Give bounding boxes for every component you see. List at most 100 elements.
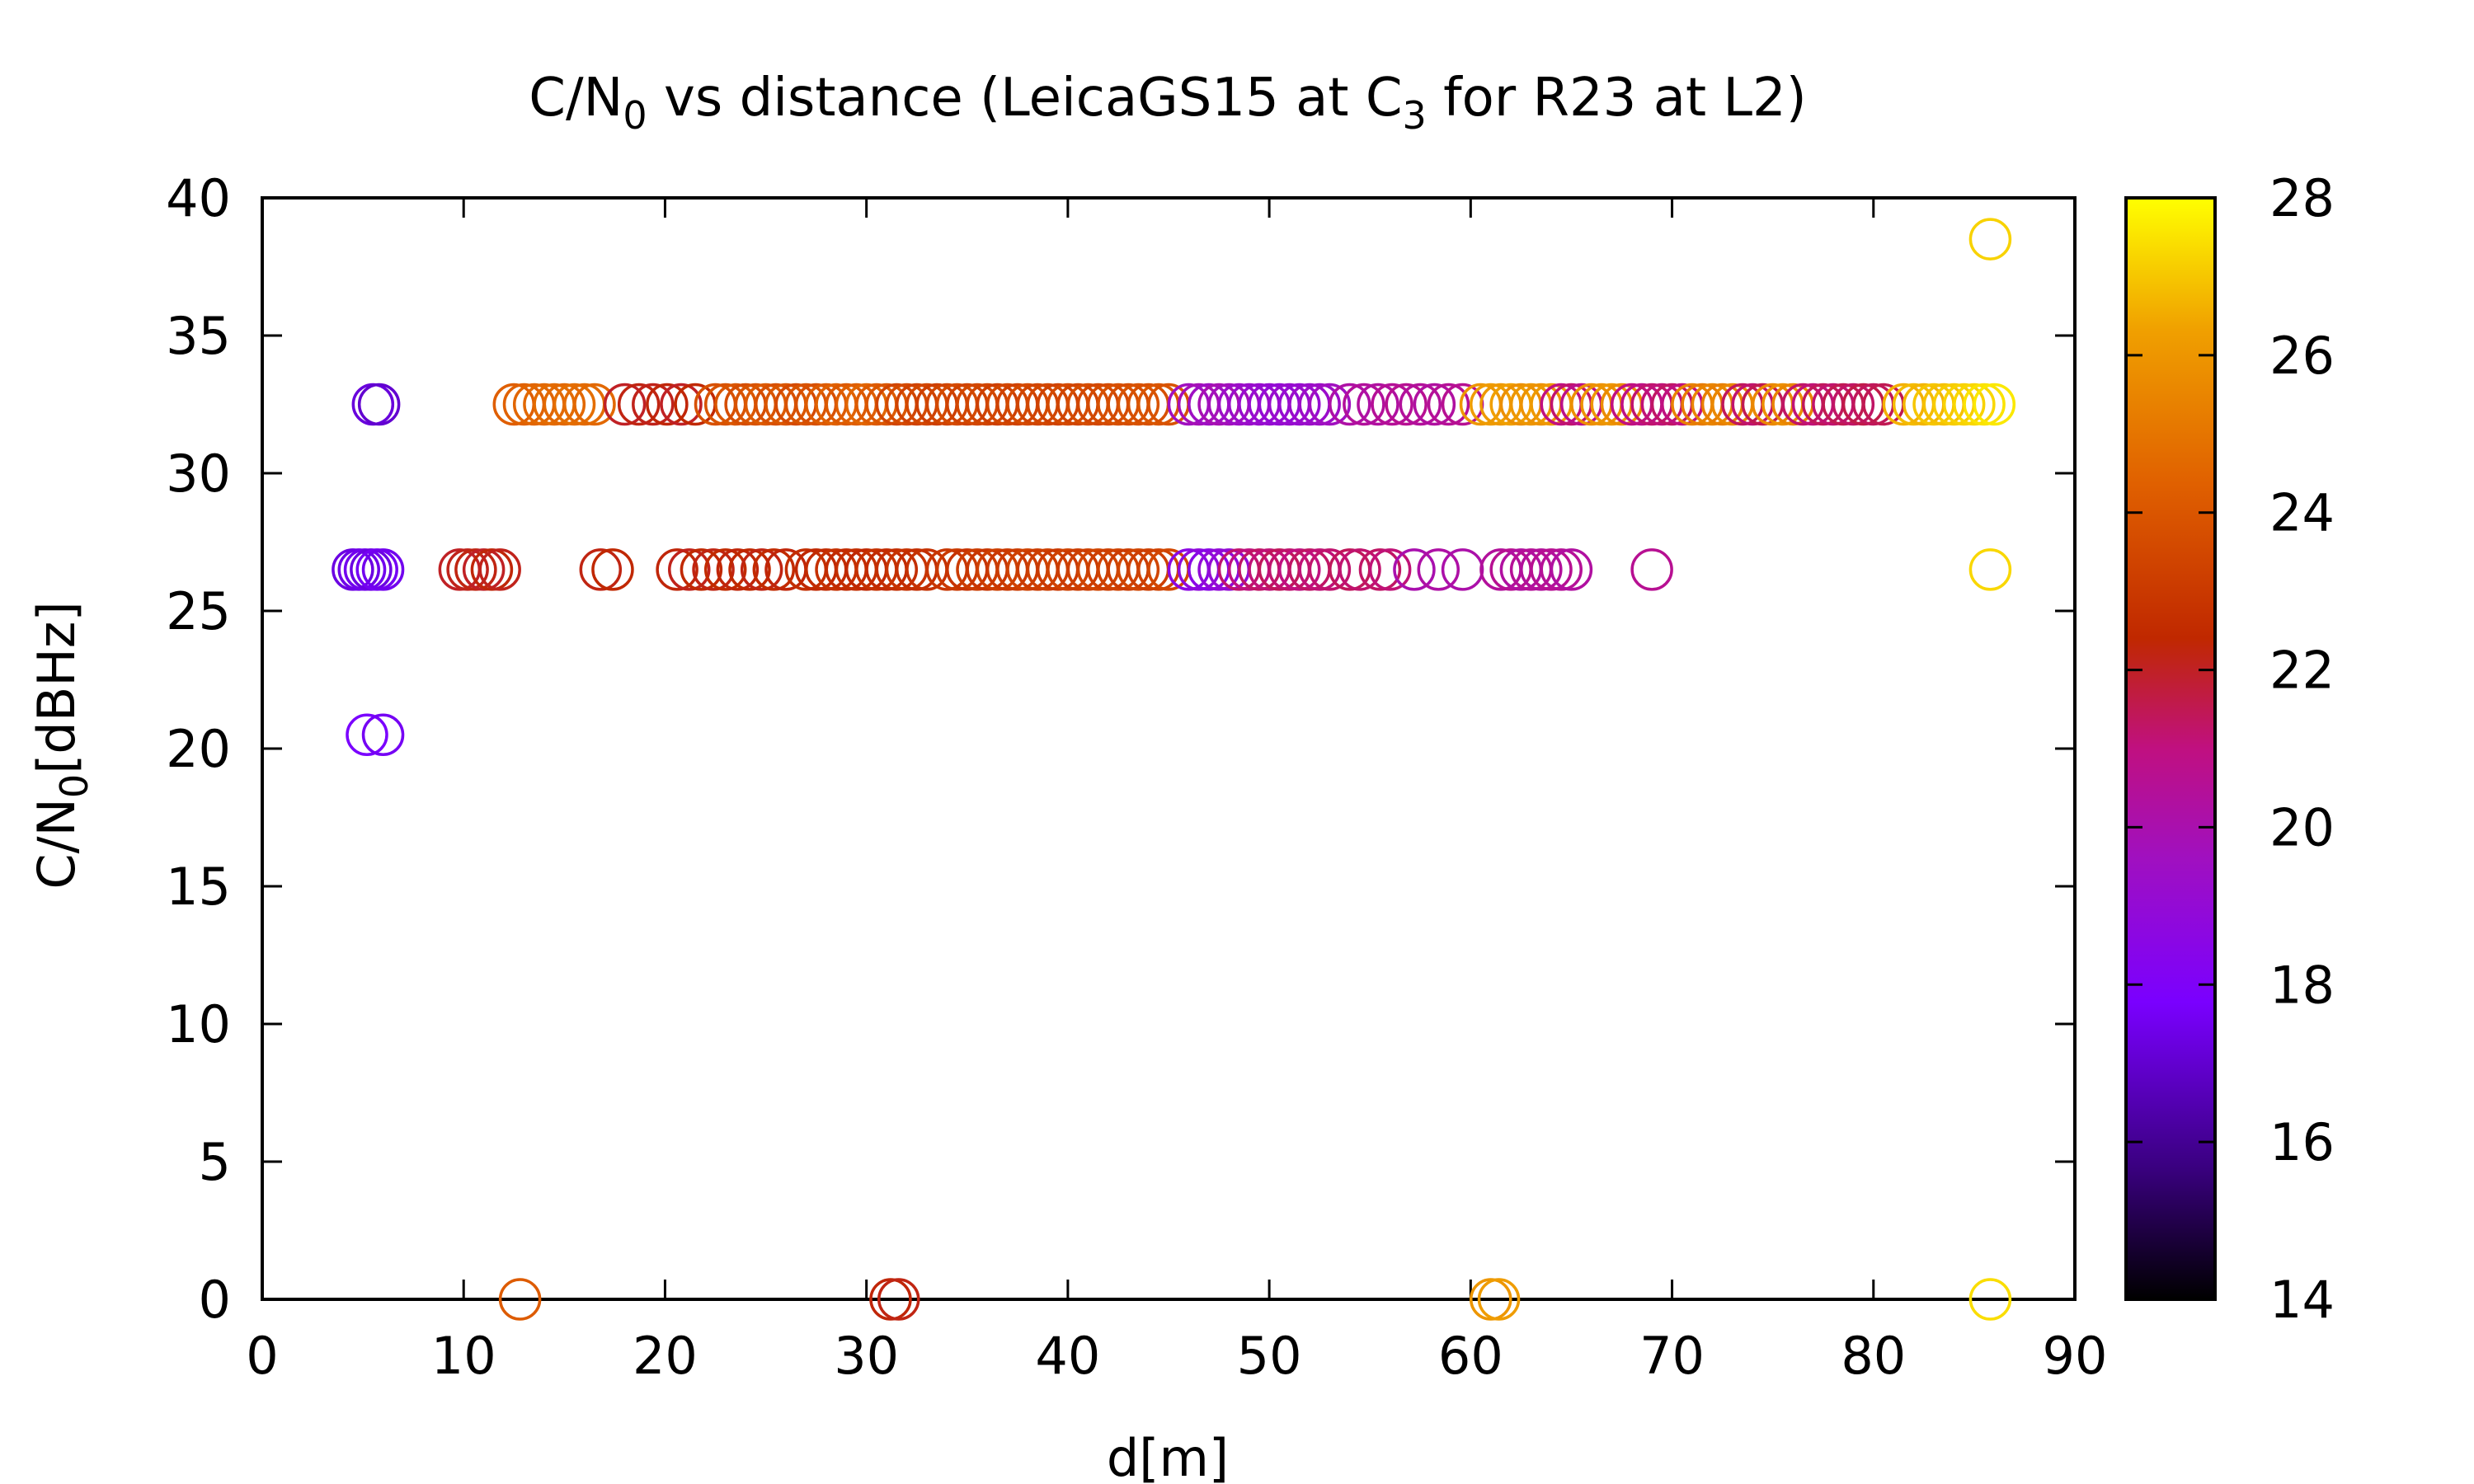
data-point [591, 548, 634, 591]
data-point [660, 383, 703, 426]
data-point [617, 383, 661, 426]
data-points [332, 218, 2016, 1321]
data-point [1277, 548, 1321, 591]
data-point [361, 548, 405, 591]
data-point [1973, 383, 2016, 426]
y-tick-label: 10 [166, 994, 231, 1054]
data-point [1832, 383, 1875, 426]
y-tick-label: 20 [166, 719, 231, 779]
colorbar-gradient [2124, 196, 2217, 1301]
data-point [579, 548, 623, 591]
data-point [1358, 548, 1402, 591]
data-point [498, 1278, 542, 1321]
data-point [1343, 383, 1385, 426]
data-point [1308, 383, 1352, 426]
data-point [752, 548, 796, 591]
data-point [462, 548, 506, 591]
data-point [1968, 1278, 2012, 1321]
y-tick-label: 40 [166, 168, 231, 228]
data-point [357, 383, 401, 426]
x-tick-label: 80 [1841, 1326, 1906, 1386]
data-point [1117, 548, 1160, 591]
data-point [1427, 383, 1470, 426]
colorbar-tick-label: 26 [2269, 326, 2335, 386]
data-point [1338, 548, 1381, 591]
data-point [1117, 383, 1160, 426]
data-point [1441, 548, 1484, 591]
data-point [543, 383, 586, 426]
data-point [1413, 383, 1456, 426]
x-tick-label: 40 [1035, 1326, 1100, 1386]
y-axis-label: C/N0[dBHz] [26, 601, 96, 889]
data-point [446, 548, 489, 591]
data-point [632, 383, 675, 426]
data-point [716, 548, 760, 591]
data-point [656, 548, 698, 591]
x-axis-label: d[m] [1107, 1428, 1229, 1484]
y-tick-label: 5 [199, 1132, 231, 1192]
data-point [1329, 383, 1371, 426]
x-tick-label: 20 [633, 1326, 698, 1386]
data-point [1399, 383, 1442, 426]
data-point [1357, 383, 1399, 426]
colorbar-tick-label: 14 [2269, 1270, 2335, 1330]
data-point [1277, 383, 1321, 426]
data-point [1953, 383, 1996, 426]
data-point [1530, 548, 1573, 591]
colorbar-tick-label: 28 [2269, 168, 2335, 228]
data-point [869, 1278, 912, 1321]
x-tick-label: 0 [246, 1326, 278, 1386]
data-point [454, 548, 497, 591]
colorbar-tick-label: 16 [2269, 1112, 2335, 1172]
data-point [470, 548, 514, 591]
data-point [603, 383, 647, 426]
data-point [1385, 383, 1427, 426]
data-point [573, 383, 616, 426]
y-tick-label: 30 [166, 444, 231, 504]
data-point [692, 548, 735, 591]
plot-area: 0 10 20 30 40 50 60 70 80 90 0 5 10 15 20 25 30 35 40 [166, 168, 2107, 1386]
data-point [1470, 1278, 1512, 1321]
colorbar-tick-label: 18 [2269, 955, 2335, 1015]
data-point [1540, 548, 1583, 591]
chart-title: C/N0 vs distance (LeicaGS15 at C3 for R2… [529, 68, 1806, 138]
data-point [728, 548, 771, 591]
data-point [1968, 548, 2012, 591]
data-point [553, 383, 596, 426]
data-point [1371, 383, 1413, 426]
data-point [1520, 548, 1563, 591]
data-point [680, 548, 723, 591]
data-point [1308, 548, 1352, 591]
data-point [1477, 1278, 1521, 1321]
data-point [740, 548, 783, 591]
data-point [875, 548, 919, 591]
data-point [361, 713, 405, 757]
plot-frame [261, 196, 2077, 1301]
data-point [1393, 548, 1436, 591]
data-point [1630, 548, 1673, 591]
colorbar-tick-label: 20 [2269, 797, 2335, 857]
x-tick-label: 10 [431, 1326, 496, 1386]
data-point [1368, 548, 1412, 591]
axis-ticks: 0 10 20 30 40 50 60 70 80 90 0 5 10 15 20 25 30 35 40 [166, 168, 2107, 1386]
colorbar-ticks: 14 16 18 20 22 24 26 28 [2126, 168, 2335, 1330]
colorbar-tick-label: 22 [2269, 641, 2335, 701]
data-point [668, 548, 711, 591]
x-tick-label: 30 [834, 1326, 899, 1386]
x-tick-label: 90 [2043, 1326, 2108, 1386]
x-tick-label: 50 [1237, 1326, 1302, 1386]
data-point [1968, 218, 2012, 261]
data-point [346, 713, 388, 757]
data-point [646, 383, 689, 426]
colorbar: 14 16 18 20 22 24 26 28 [2124, 168, 2335, 1330]
data-point [1417, 548, 1460, 591]
data-point [877, 1278, 920, 1321]
y-tick-label: 0 [199, 1270, 231, 1330]
colorbar-tick-label: 24 [2269, 483, 2335, 543]
data-point [1963, 383, 2006, 426]
y-tick-label: 35 [166, 306, 231, 366]
data-point [703, 548, 747, 591]
y-tick-label: 15 [166, 857, 231, 917]
x-tick-label: 70 [1639, 1326, 1705, 1386]
